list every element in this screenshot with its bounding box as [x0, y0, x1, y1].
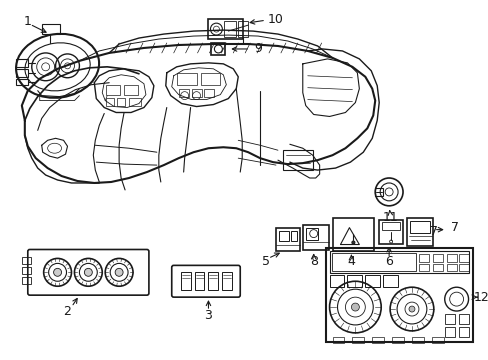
- Text: 8: 8: [309, 255, 317, 268]
- Bar: [418, 255, 428, 262]
- Bar: [444, 327, 454, 337]
- Bar: [41, 24, 60, 34]
- Bar: [305, 228, 317, 239]
- Bar: [238, 21, 248, 37]
- Text: 1: 1: [24, 15, 32, 28]
- Bar: [458, 255, 468, 262]
- Bar: [374, 188, 383, 196]
- Circle shape: [351, 303, 359, 311]
- Bar: [194, 272, 204, 290]
- Bar: [331, 253, 415, 271]
- Bar: [22, 257, 31, 264]
- Bar: [16, 79, 28, 85]
- Bar: [444, 314, 454, 324]
- Bar: [178, 89, 188, 96]
- Circle shape: [84, 268, 92, 276]
- Bar: [458, 327, 468, 337]
- Bar: [378, 220, 402, 243]
- Bar: [325, 248, 471, 342]
- Bar: [446, 255, 456, 262]
- Bar: [16, 69, 28, 77]
- Bar: [458, 264, 468, 271]
- Bar: [191, 89, 201, 96]
- Circle shape: [408, 306, 414, 312]
- Bar: [200, 73, 220, 85]
- Bar: [446, 264, 456, 271]
- Bar: [458, 314, 468, 324]
- Bar: [204, 89, 214, 96]
- Bar: [124, 85, 138, 95]
- Bar: [406, 218, 432, 246]
- Bar: [411, 337, 423, 343]
- Bar: [432, 255, 442, 262]
- Bar: [383, 275, 397, 287]
- Text: 5: 5: [262, 255, 269, 268]
- Bar: [22, 267, 31, 274]
- Bar: [22, 277, 31, 284]
- Bar: [117, 98, 125, 105]
- Text: 3: 3: [204, 309, 212, 321]
- Bar: [382, 222, 399, 230]
- Bar: [180, 272, 190, 290]
- Bar: [208, 272, 218, 290]
- Text: 7: 7: [429, 225, 437, 238]
- Bar: [332, 337, 344, 343]
- Bar: [283, 150, 312, 170]
- Text: 7: 7: [450, 221, 458, 234]
- Text: 4: 4: [347, 255, 355, 268]
- Bar: [409, 221, 429, 233]
- Bar: [418, 264, 428, 271]
- Bar: [129, 98, 141, 105]
- Bar: [391, 337, 403, 343]
- Text: 6: 6: [385, 255, 392, 268]
- Bar: [224, 21, 236, 37]
- Bar: [106, 85, 120, 95]
- Bar: [208, 19, 243, 39]
- Bar: [432, 264, 442, 271]
- Bar: [275, 228, 299, 252]
- Circle shape: [351, 241, 354, 244]
- Circle shape: [115, 268, 123, 276]
- Bar: [347, 275, 362, 287]
- Bar: [211, 43, 225, 55]
- Bar: [352, 337, 364, 343]
- Bar: [176, 73, 196, 85]
- Bar: [16, 59, 28, 67]
- Circle shape: [54, 268, 61, 276]
- Bar: [332, 218, 373, 252]
- Bar: [431, 337, 443, 343]
- Text: 11: 11: [382, 211, 397, 224]
- Text: 9: 9: [254, 42, 262, 55]
- Bar: [106, 98, 114, 105]
- Bar: [302, 225, 328, 251]
- Bar: [329, 252, 468, 273]
- Bar: [222, 272, 232, 290]
- Bar: [371, 337, 384, 343]
- Bar: [365, 275, 380, 287]
- Text: 2: 2: [63, 305, 71, 318]
- Text: 12: 12: [472, 291, 488, 303]
- Bar: [290, 231, 296, 240]
- Text: 10: 10: [267, 13, 284, 26]
- Bar: [329, 275, 344, 287]
- Bar: [278, 231, 288, 240]
